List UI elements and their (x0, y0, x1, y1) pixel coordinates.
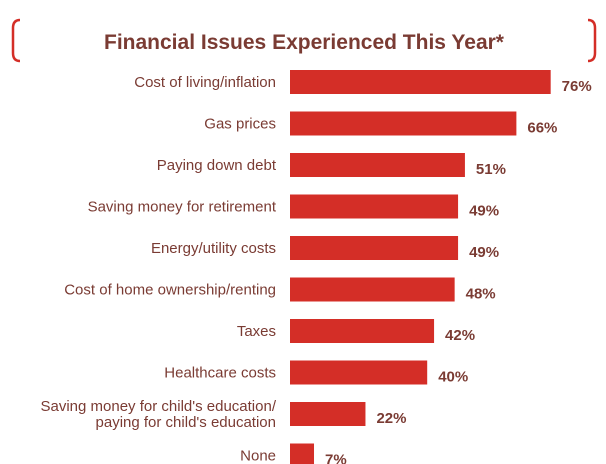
category-label-4: Energy/utility costs (151, 240, 276, 257)
bars-group: Cost of living/inflation 76% Gas prices 66%… (41, 70, 592, 464)
chart-title: Financial Issues Experienced This Year* (104, 31, 505, 54)
category-label-7: Healthcare costs (164, 365, 276, 382)
value-label-1: 66% (527, 120, 557, 137)
category-label-9: None (240, 448, 276, 464)
bar-8 (290, 402, 366, 426)
value-label-7: 40% (438, 369, 468, 386)
bar-9 (290, 443, 315, 464)
bar-2 (290, 153, 465, 177)
value-label-6: 42% (445, 327, 475, 344)
value-label-0: 76% (562, 78, 592, 95)
category-label-5: Cost of home ownership/renting (64, 282, 276, 299)
value-label-9: 7% (325, 452, 347, 464)
category-label-8: Saving money for child's education/payin… (41, 398, 277, 431)
bar-6 (290, 319, 435, 343)
bar-3 (290, 194, 459, 219)
bar-7 (290, 360, 428, 385)
value-label-2: 51% (476, 161, 506, 178)
value-label-4: 49% (469, 244, 499, 261)
category-label-6: Taxes (237, 323, 276, 340)
bar-0 (290, 70, 551, 94)
category-label-0: Cost of living/inflation (134, 74, 276, 91)
bar-4 (290, 236, 459, 260)
bar-1 (290, 111, 517, 136)
bar-5 (290, 277, 455, 302)
title-left-bracket (11, 18, 21, 63)
category-label-2: Paying down debt (157, 157, 277, 174)
value-label-8: 22% (376, 410, 406, 427)
value-label-3: 49% (469, 203, 499, 220)
category-label-3: Saving money for retirement (88, 199, 277, 216)
title-right-bracket (587, 18, 597, 63)
category-label-1: Gas prices (204, 116, 276, 133)
value-label-5: 48% (466, 286, 496, 303)
